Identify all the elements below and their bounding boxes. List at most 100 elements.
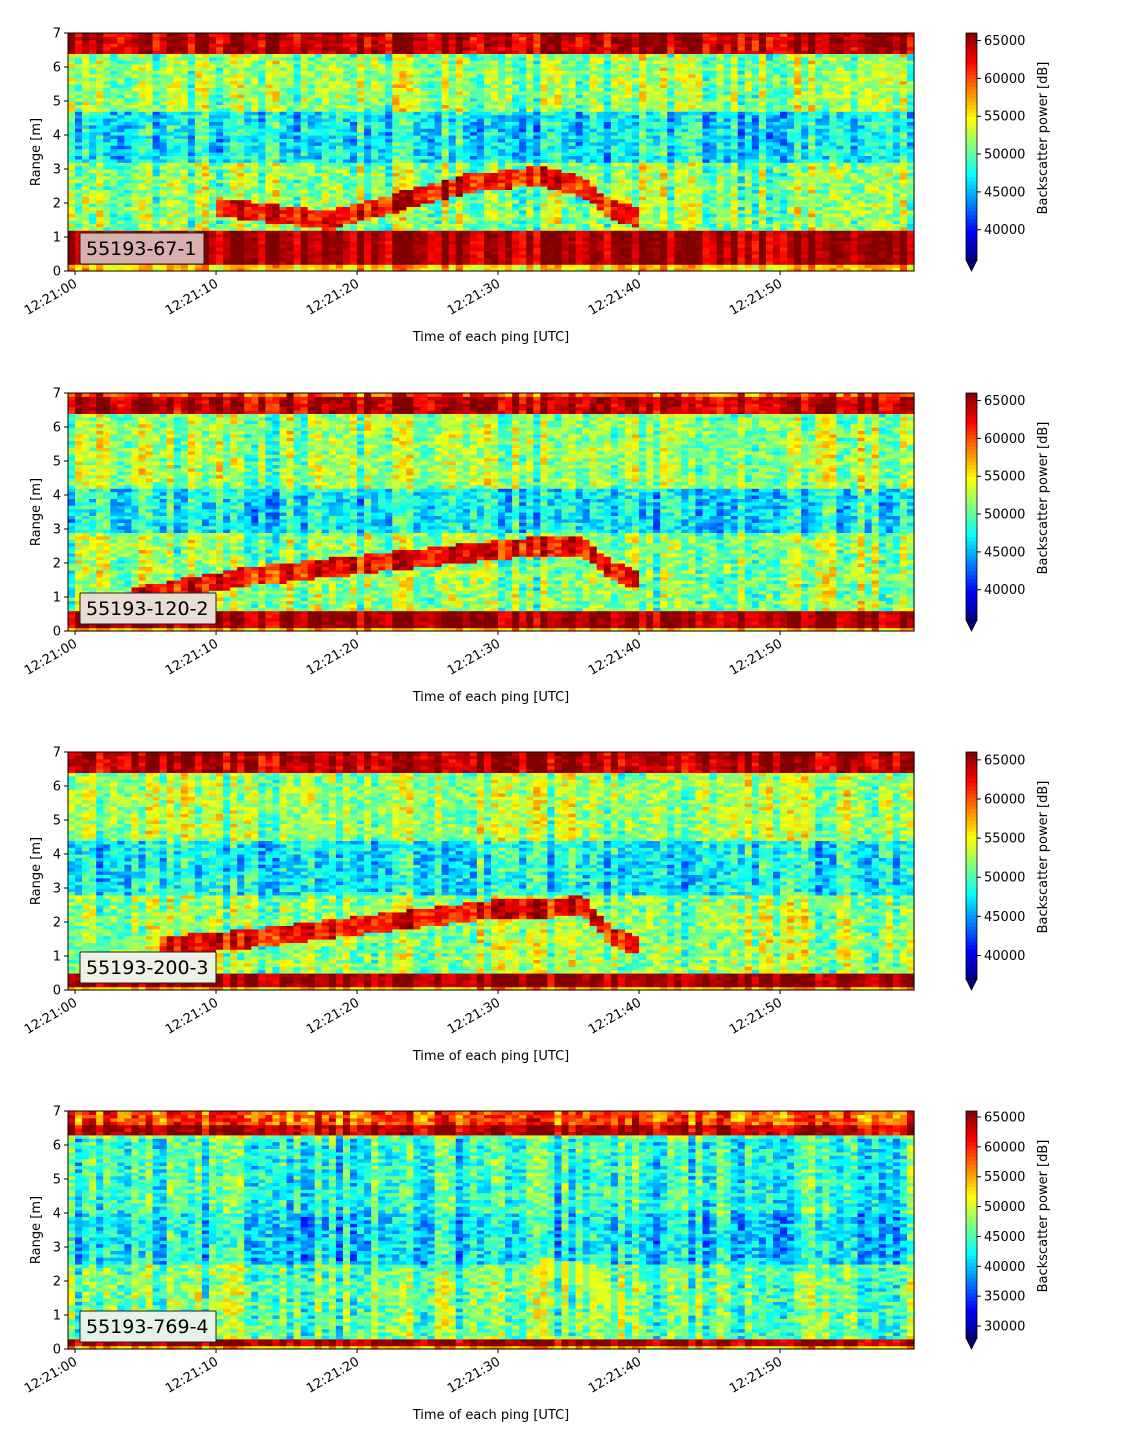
- heatmap-cell: [476, 250, 485, 255]
- heatmap-cell: [265, 226, 274, 231]
- heatmap-cell: [75, 43, 83, 48]
- heatmap-cell: [230, 237, 238, 241]
- heatmap-cell: [385, 199, 393, 204]
- heatmap-cell: [75, 179, 83, 184]
- heatmap-cell: [350, 250, 358, 255]
- heatmap-cell: [82, 39, 90, 44]
- heatmap-cell: [180, 172, 189, 177]
- heatmap-cell: [145, 182, 154, 187]
- heatmap-cell: [201, 97, 210, 102]
- heatmap-cell: [96, 63, 104, 68]
- heatmap-cell: [75, 114, 83, 119]
- heatmap-cell: [89, 121, 97, 126]
- heatmap-cell: [258, 135, 266, 139]
- heatmap-cell: [342, 233, 351, 238]
- heatmap-cell: [272, 237, 281, 241]
- heatmap-cell: [145, 209, 154, 214]
- heatmap-cell: [117, 50, 125, 54]
- heatmap-cell: [103, 63, 111, 68]
- heatmap-cell: [237, 124, 245, 129]
- heatmap-cell: [519, 182, 527, 187]
- heatmap-cell: [110, 199, 118, 204]
- heatmap-cell: [505, 158, 513, 163]
- heatmap-cell: [159, 73, 168, 78]
- heatmap-cell: [124, 220, 133, 224]
- heatmap-cell: [82, 230, 90, 235]
- heatmap-cell: [307, 199, 316, 204]
- heatmap-cell: [68, 46, 76, 51]
- heatmap-cell: [187, 169, 196, 173]
- heatmap-cell: [413, 243, 422, 248]
- heatmap-cell: [152, 124, 161, 129]
- heatmap-cell: [117, 196, 125, 201]
- heatmap-cell: [152, 104, 161, 109]
- heatmap-cell: [209, 196, 217, 201]
- heatmap-cell: [286, 199, 295, 204]
- heatmap-cell: [166, 94, 175, 99]
- heatmap-cell: [166, 87, 175, 92]
- heatmap-cell: [258, 192, 266, 197]
- heatmap-cell: [110, 124, 118, 129]
- heatmap-cell: [131, 77, 140, 82]
- heatmap-cell: [103, 97, 111, 102]
- heatmap-cell: [265, 220, 274, 224]
- heatmap-cell: [166, 138, 175, 143]
- heatmap-cell: [279, 158, 288, 163]
- heatmap-cell: [265, 107, 274, 112]
- heatmap-cell: [173, 46, 182, 51]
- heatmap-cell: [209, 114, 217, 119]
- heatmap-cell: [68, 260, 76, 265]
- heatmap-cell: [110, 138, 118, 143]
- heatmap-cell: [258, 107, 266, 112]
- heatmap-cell: [145, 50, 154, 54]
- heatmap-cell: [96, 53, 104, 58]
- heatmap-cell: [335, 199, 344, 204]
- heatmap-cell: [194, 121, 203, 126]
- heatmap-cell: [364, 216, 372, 221]
- heatmap-cell: [272, 94, 281, 99]
- heatmap-cell: [455, 131, 464, 136]
- heatmap-cell: [131, 90, 140, 95]
- heatmap-cell: [512, 264, 520, 269]
- heatmap-cell: [110, 94, 118, 99]
- heatmap-cell: [110, 172, 118, 177]
- heatmap-cell: [145, 148, 154, 153]
- heatmap-cell: [82, 114, 90, 119]
- heatmap-cell: [145, 33, 154, 37]
- heatmap-cell: [173, 172, 182, 177]
- heatmap-cell: [237, 101, 245, 105]
- heatmap-cell: [357, 216, 365, 221]
- heatmap-cell: [89, 158, 97, 163]
- heatmap-cell: [547, 192, 556, 197]
- heatmap-cell: [399, 131, 407, 136]
- heatmap-cell: [244, 87, 252, 92]
- heatmap-cell: [272, 199, 281, 204]
- heatmap-cell: [427, 33, 436, 37]
- heatmap-cell: [357, 141, 365, 146]
- heatmap-cell: [455, 264, 464, 269]
- heatmap-cell: [152, 67, 161, 71]
- heatmap-cell: [117, 223, 125, 228]
- heatmap-cell: [237, 260, 245, 265]
- heatmap-cell: [237, 182, 245, 187]
- heatmap-cell: [75, 124, 83, 129]
- heatmap-cell: [491, 264, 499, 269]
- heatmap-cell: [328, 131, 337, 136]
- heatmap-cell: [223, 223, 231, 228]
- heatmap-cell: [244, 250, 252, 255]
- heatmap-cell: [335, 209, 344, 214]
- heatmap-cell: [145, 135, 154, 139]
- heatmap-cell: [272, 165, 281, 170]
- heatmap-cell: [96, 87, 104, 92]
- heatmap-cell: [441, 250, 450, 255]
- heatmap-cell: [159, 175, 168, 180]
- heatmap-cell: [258, 233, 266, 238]
- heatmap-cell: [173, 118, 182, 122]
- heatmap-cell: [152, 196, 161, 201]
- heatmap-cell: [68, 192, 76, 197]
- heatmap-cell: [75, 257, 83, 262]
- heatmap-cell: [441, 33, 450, 37]
- heatmap-cell: [75, 60, 83, 65]
- heatmap-cell: [230, 39, 238, 44]
- heatmap-cell: [230, 192, 238, 197]
